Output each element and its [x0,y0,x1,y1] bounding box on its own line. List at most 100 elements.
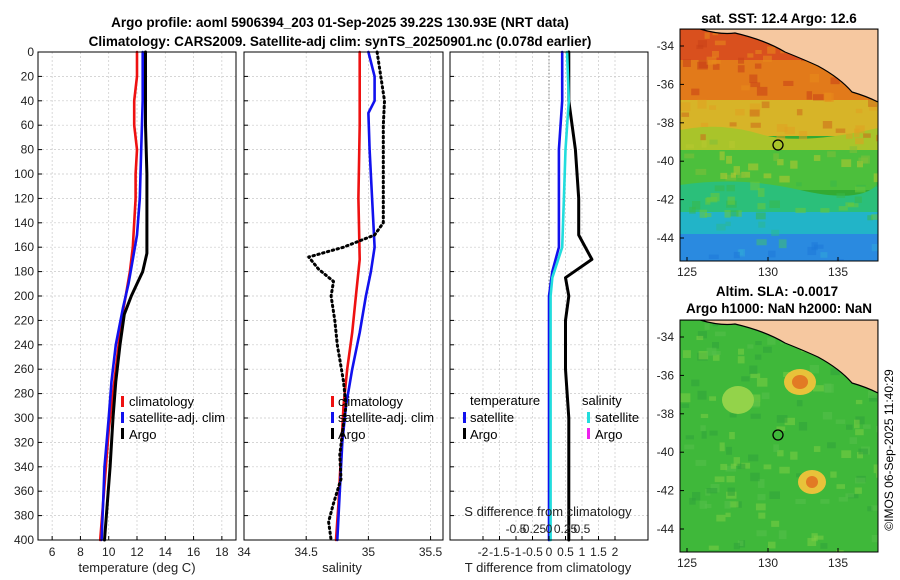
map-texture-cell [714,476,725,483]
map-texture-cell [699,209,708,218]
x-tick-label: 8 [77,545,84,559]
y-tick-label: 60 [21,118,35,132]
map-texture-cell [813,94,824,101]
sst-map: sat. SST: 12.4 Argo: 12.6 -34 -36 -38 -40 -4… [657,11,879,279]
map-texture-cell [726,446,733,455]
x-tick-label: -1 [511,545,522,559]
map-y-tick-label: -40 [657,445,675,459]
series-line-argo [103,50,149,542]
s-tick-label: 0 [546,522,553,536]
map-texture-cell [755,50,762,55]
map-texture-cell [712,342,719,349]
map-texture-cell [691,88,700,96]
map-texture-cell [876,472,878,478]
x-tick-label: 1 [579,545,586,559]
map-texture-cell [698,60,709,69]
y-tick-label: 140 [14,216,34,230]
map-texture-cell [776,135,786,140]
map-texture-cell [708,545,719,550]
map-texture-cell [684,444,695,450]
map-texture-cell [877,32,878,40]
map-texture-cell [750,122,761,128]
legend-swatch-temp-satellite [463,412,466,423]
map-texture-cell [729,210,739,217]
map-texture-cell [749,400,760,408]
map-texture-cell [754,63,762,69]
map-texture-cell [758,221,766,228]
map-texture-cell [706,347,717,356]
x-tick-label: 16 [187,545,201,559]
map-texture-cell [700,425,706,432]
series-line-salinity-satellite [549,50,571,542]
sla-map-title2: Argo h1000: NaN h2000: NaN [686,301,872,316]
map-texture-cell [776,426,786,431]
map-texture-cell [748,163,759,171]
map-texture-cell [809,74,819,83]
map-texture-cell [697,40,707,48]
map-texture-cell [729,432,735,440]
map-texture-cell [768,250,776,258]
map-texture-cell [855,429,864,436]
map-texture-cell [724,501,731,509]
map-texture-cell [706,488,718,494]
map-texture-cell [830,471,837,478]
map-y-tick-label: -44 [657,231,675,245]
map-texture-cell [857,451,863,459]
map-texture-cell [729,122,737,127]
map-texture-cell [777,159,784,166]
map-texture-cell [729,413,737,418]
series-line-argo [307,50,386,542]
map-x-tick-label: 125 [677,265,697,279]
salinity-legend-climatology: climatology [338,394,404,409]
map-texture-cell [704,213,712,218]
legend-temp-argo: Argo [470,427,497,442]
y-tick-label: 200 [14,289,34,303]
y-tick-label: 260 [14,362,34,376]
y-tick-label: 220 [14,313,34,327]
map-texture-cell [795,498,806,505]
t-difference-xlabel: T difference from climatology [465,560,632,575]
map-texture-cell [733,251,740,259]
map-texture-cell [873,464,878,474]
map-texture-cell [798,422,808,431]
map-texture-cell [858,448,868,455]
map-texture-cell [755,212,766,220]
temperature-xlabel: temperature (deg C) [78,560,195,575]
map-texture-cell [820,543,828,549]
map-texture-cell [696,44,704,50]
map-texture-cell [750,413,761,419]
map-texture-cell [747,53,754,58]
map-texture-cell [796,473,802,478]
map-texture-cell [757,479,765,488]
x-tick-label: 6 [49,545,56,559]
map-texture-cell [790,451,798,460]
map-texture-cell [830,180,837,187]
map-texture-cell [871,505,878,511]
map-texture-cell [709,139,718,145]
map-texture-cell [858,157,868,164]
map-texture-cell [708,254,719,259]
difference-legend: temperature satellite Argo salinity sate… [463,393,639,442]
map-texture-cell [807,537,817,547]
map-texture-cell [769,200,780,208]
map-texture-cell [711,60,721,65]
map-texture-cell [737,249,744,255]
map-texture-cell [813,446,821,452]
y-tick-label: 320 [14,435,34,449]
map-texture-cell [725,221,731,227]
map-texture-cell [806,91,813,100]
map-texture-cell [709,430,718,436]
map-texture-cell [756,86,768,96]
map-texture-cell [773,153,779,161]
difference-panel: -2 -1.5 -1 -0.5 0 0.5 1 1.5 2 S difference from … [449,50,649,575]
y-tick-label: 380 [14,509,34,523]
map-texture-cell [813,155,821,161]
map-texture-cell [697,331,707,339]
map-texture-cell [729,501,739,508]
map-texture-cell [771,520,780,527]
temperature-legend-climatology: climatology [129,394,195,409]
map-texture-cell [755,341,762,346]
map-texture-cell [868,390,877,398]
map-texture-cell [741,171,751,178]
map-texture-cell [855,186,866,193]
